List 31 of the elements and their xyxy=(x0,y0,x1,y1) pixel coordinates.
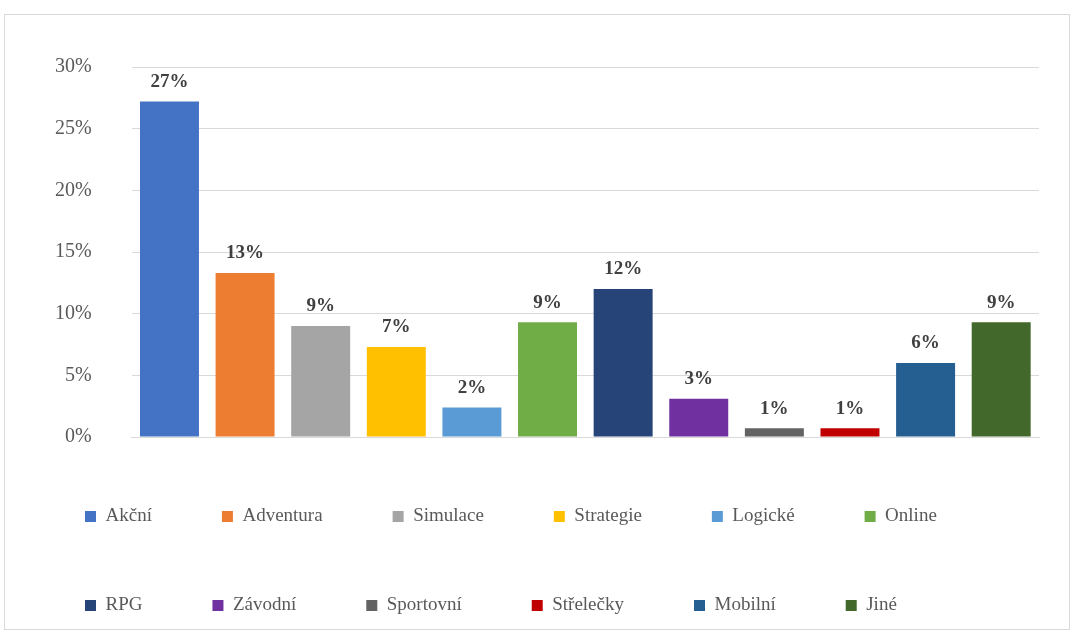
legend-label: Logické xyxy=(732,504,795,526)
legend-label: Jiné xyxy=(866,593,897,615)
data-label: 6% xyxy=(911,331,940,353)
legend-label: Adventura xyxy=(242,504,324,526)
y-tick-label: 20% xyxy=(54,177,92,200)
legend-label: Sportovní xyxy=(386,593,463,615)
legend-label: Střelečky xyxy=(552,593,625,615)
legend-label: Mobilní xyxy=(714,593,777,615)
legend-label: Online xyxy=(885,504,937,526)
data-label: 2% xyxy=(457,375,487,397)
y-tick-label: 30% xyxy=(54,54,92,77)
legend-label: Simulace xyxy=(413,504,484,526)
data-label: 9% xyxy=(986,290,1016,312)
legend-label: Závodní xyxy=(232,593,297,615)
data-label: 12% xyxy=(604,257,643,279)
y-tick-label: 10% xyxy=(54,300,92,323)
y-tick-label: 25% xyxy=(54,115,92,138)
data-label: 3% xyxy=(684,367,713,389)
data-label: 7% xyxy=(382,315,411,337)
y-tick-label: 5% xyxy=(64,362,92,385)
data-label: 27% xyxy=(150,69,189,91)
data-label: 1% xyxy=(760,396,789,418)
data-label: 13% xyxy=(226,241,265,263)
data-label: 9% xyxy=(306,294,335,316)
y-tick-label: 0% xyxy=(64,424,92,447)
legend-label: Strategie xyxy=(574,504,642,526)
legend-label: Akční xyxy=(105,504,153,526)
data-label: 1% xyxy=(835,396,865,418)
data-label: 9% xyxy=(533,290,562,312)
legend-label: RPG xyxy=(105,593,143,615)
y-tick-label: 15% xyxy=(54,239,92,262)
